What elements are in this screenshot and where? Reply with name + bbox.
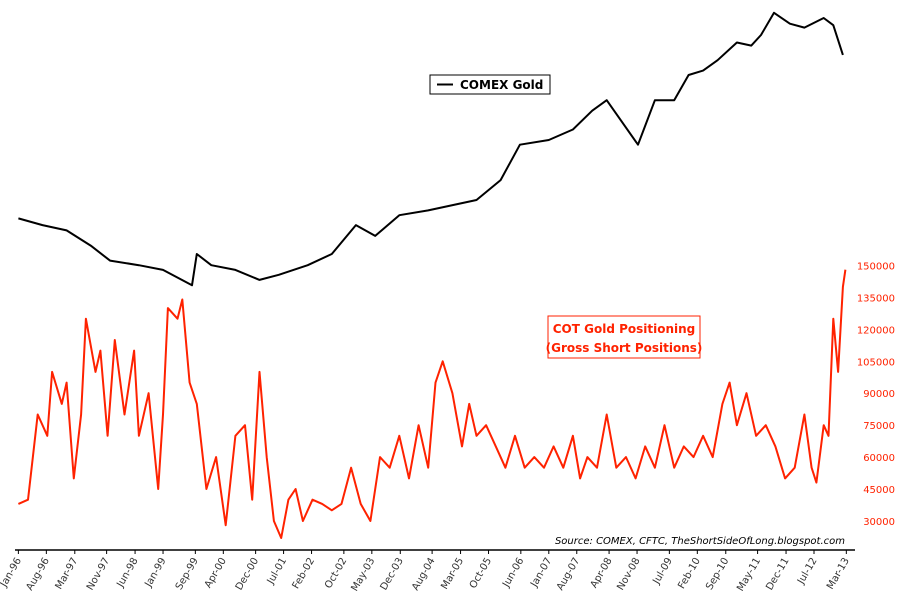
x-tick-label: Oct-05: [468, 556, 494, 591]
series-line: [17, 269, 847, 539]
x-tick-label: Feb-02: [291, 556, 318, 591]
y2-tick-label: 105000: [857, 357, 895, 368]
x-tick-label: Jan-07: [528, 556, 554, 590]
x-tick-label: Nov-08: [615, 556, 642, 592]
legend-label: COMEX Gold: [460, 78, 543, 92]
x-tick-label: Sep-99: [174, 556, 201, 592]
x-tick-label: Oct-02: [323, 556, 349, 591]
x-tick-label: Nov-97: [85, 556, 112, 592]
x-tick-label: Jul-09: [651, 556, 675, 587]
y2-tick-label: 90000: [863, 389, 895, 400]
y2-tick-label: 75000: [863, 421, 895, 432]
x-tick-label: Jan-99: [143, 556, 169, 590]
x-tick-label: Apr-08: [589, 556, 615, 590]
x-tick-label: Jul-01: [265, 556, 289, 587]
legend-label: COT Gold Positioning: [553, 322, 696, 336]
x-tick-label: May-03: [349, 556, 377, 593]
series-line: [18, 11, 844, 287]
y2-tick-label: 135000: [857, 293, 895, 304]
y2-tick-label: 120000: [857, 325, 895, 336]
x-tick-label: Feb-10: [676, 556, 703, 591]
x-tick-label: Aug-96: [24, 556, 51, 593]
x-tick-label: Jan-96: [0, 556, 24, 590]
x-tick-label: Dec-00: [234, 556, 261, 592]
x-tick-label: Jul-12: [795, 556, 819, 587]
x-tick-label: Mar-13: [825, 556, 852, 591]
legend-label: (Gross Short Positions): [546, 341, 703, 355]
y2-tick-label: 60000: [863, 453, 895, 464]
x-tick-label: Mar-05: [439, 556, 466, 591]
x-tick-label: Jun-06: [500, 556, 526, 590]
legend-box: [547, 315, 701, 359]
x-tick-label: Dec-11: [764, 556, 791, 592]
x-tick-label: May-11: [735, 556, 763, 593]
y2-tick-label: 30000: [863, 517, 895, 528]
x-tick-label: Dec-03: [379, 556, 406, 592]
y2-tick-label: 150000: [857, 261, 895, 272]
x-tick-label: Sep-10: [704, 556, 731, 592]
x-tick-label: Jun-98: [115, 556, 141, 590]
legend-box: [429, 74, 551, 95]
x-tick-label: Apr-00: [203, 556, 229, 590]
x-tick-label: Mar-97: [54, 556, 81, 591]
source: Source: COMEX, CFTC, TheShortSideOfLong.…: [555, 536, 845, 547]
x-tick-label: Aug-04: [410, 556, 437, 593]
x-tick-label: Aug-07: [555, 556, 582, 593]
y2-tick-label: 45000: [863, 485, 895, 496]
